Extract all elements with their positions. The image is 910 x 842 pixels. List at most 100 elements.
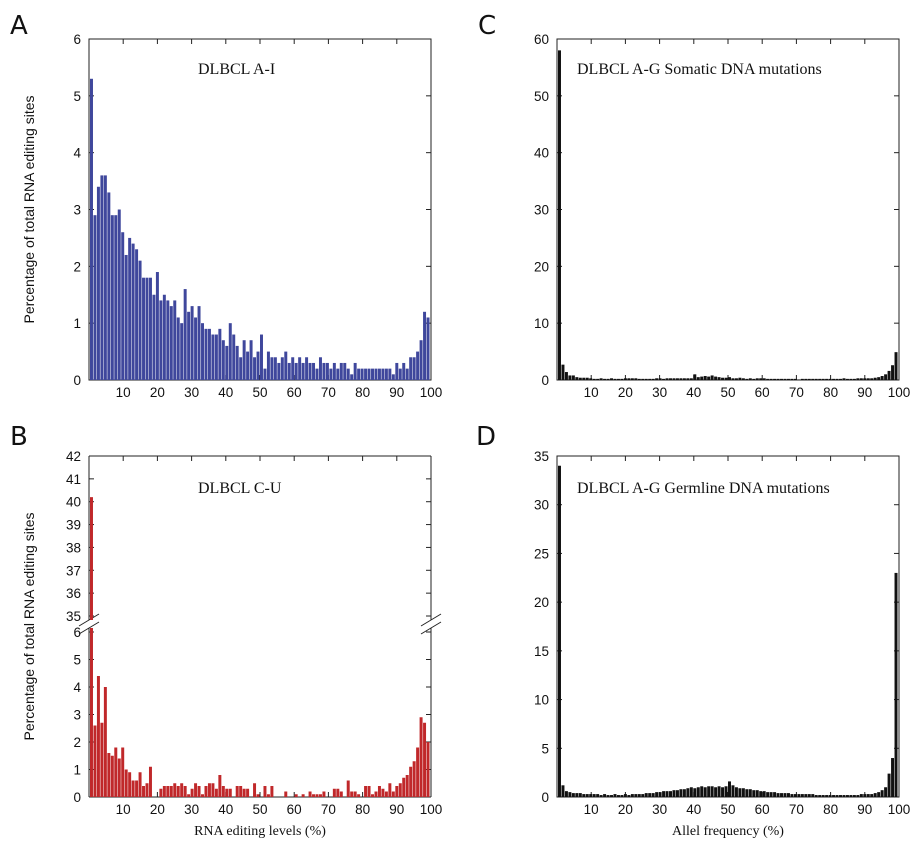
bar bbox=[585, 377, 589, 380]
y-tick-label: 2 bbox=[73, 259, 81, 274]
bar bbox=[225, 345, 229, 380]
bar bbox=[221, 786, 225, 797]
bar bbox=[887, 370, 891, 380]
bar bbox=[353, 791, 357, 797]
x-tick-label: 30 bbox=[184, 802, 199, 817]
bar bbox=[783, 793, 787, 797]
bar bbox=[405, 368, 409, 380]
bar bbox=[755, 790, 759, 797]
bar bbox=[367, 786, 371, 797]
y-tick-label: 20 bbox=[534, 595, 549, 610]
bar bbox=[308, 362, 312, 380]
bar bbox=[616, 795, 620, 797]
bar bbox=[596, 378, 600, 380]
bar bbox=[655, 792, 659, 797]
bar bbox=[859, 378, 863, 380]
bar bbox=[246, 351, 250, 380]
bar bbox=[256, 794, 260, 797]
bar bbox=[700, 376, 704, 380]
bar bbox=[818, 795, 822, 797]
y-tick-label: 30 bbox=[534, 203, 549, 218]
y-tick-label: 0 bbox=[73, 373, 81, 388]
bar bbox=[811, 794, 815, 797]
x-tick-label: 100 bbox=[420, 385, 443, 400]
bar bbox=[409, 766, 413, 797]
bar bbox=[686, 788, 690, 797]
bar bbox=[863, 794, 867, 797]
x-tick-label: 80 bbox=[355, 385, 370, 400]
y-tick-label: 15 bbox=[534, 644, 549, 659]
plot-frame bbox=[556, 38, 900, 381]
bar bbox=[280, 357, 284, 380]
bar bbox=[96, 676, 100, 797]
bar bbox=[329, 368, 333, 380]
bar bbox=[558, 50, 561, 381]
bar bbox=[741, 788, 745, 797]
y-tick-label: 40 bbox=[534, 146, 549, 161]
bar bbox=[155, 272, 159, 380]
bar bbox=[384, 791, 388, 797]
y-tick-label: 3 bbox=[73, 203, 81, 218]
y-tick-label: 35 bbox=[534, 449, 549, 464]
bar bbox=[325, 362, 329, 380]
bar bbox=[426, 317, 430, 380]
bar bbox=[103, 687, 107, 797]
bar bbox=[648, 793, 652, 797]
chart-title: DLBCL A-G Somatic DNA mutations bbox=[577, 61, 822, 78]
bar bbox=[287, 362, 291, 380]
y-tick-label: 3 bbox=[73, 708, 81, 723]
bar bbox=[637, 378, 641, 380]
bar bbox=[797, 794, 801, 797]
bar bbox=[786, 378, 790, 380]
y-tick-label: 4 bbox=[73, 680, 81, 695]
x-tick-label: 50 bbox=[252, 802, 267, 817]
bar bbox=[766, 792, 770, 797]
bar bbox=[728, 377, 731, 380]
bar bbox=[894, 572, 898, 797]
y-tick-label: 10 bbox=[534, 693, 549, 708]
bar bbox=[835, 795, 839, 797]
bar bbox=[131, 243, 135, 380]
bar bbox=[759, 791, 763, 797]
bar bbox=[613, 794, 617, 797]
bar bbox=[814, 378, 818, 380]
bar bbox=[731, 378, 735, 380]
bar bbox=[776, 378, 780, 380]
axis-break-mark bbox=[78, 613, 100, 627]
bar bbox=[371, 794, 374, 797]
bar bbox=[107, 192, 111, 380]
bar bbox=[825, 378, 829, 380]
bar bbox=[703, 376, 707, 380]
x-tick-label: 30 bbox=[652, 385, 667, 400]
bar bbox=[336, 788, 340, 797]
bar bbox=[301, 362, 305, 380]
bar bbox=[564, 791, 568, 797]
x-tick-label: 40 bbox=[218, 385, 233, 400]
bar bbox=[665, 378, 669, 380]
bar bbox=[616, 378, 620, 380]
bar bbox=[228, 788, 232, 797]
bar bbox=[266, 351, 270, 380]
x-tick-label: 80 bbox=[823, 385, 838, 400]
bar bbox=[332, 788, 336, 797]
bar bbox=[284, 791, 288, 797]
bar bbox=[832, 378, 836, 380]
y-tick-label: 39 bbox=[66, 518, 81, 533]
bar bbox=[717, 377, 721, 380]
bar bbox=[377, 368, 381, 380]
bar bbox=[845, 378, 849, 380]
bar bbox=[620, 795, 624, 797]
bar bbox=[637, 794, 641, 797]
x-tick-label: 80 bbox=[823, 802, 838, 817]
bar bbox=[793, 378, 797, 380]
bar bbox=[204, 328, 208, 380]
bar bbox=[346, 368, 350, 380]
x-tick-label: 10 bbox=[584, 385, 599, 400]
bar bbox=[207, 328, 211, 380]
y-axis-label: Percentage of total RNA editing sites bbox=[21, 95, 37, 323]
bar bbox=[870, 794, 874, 797]
bar bbox=[766, 378, 770, 380]
bar bbox=[630, 378, 634, 380]
bar bbox=[377, 786, 381, 797]
bar bbox=[214, 788, 218, 797]
